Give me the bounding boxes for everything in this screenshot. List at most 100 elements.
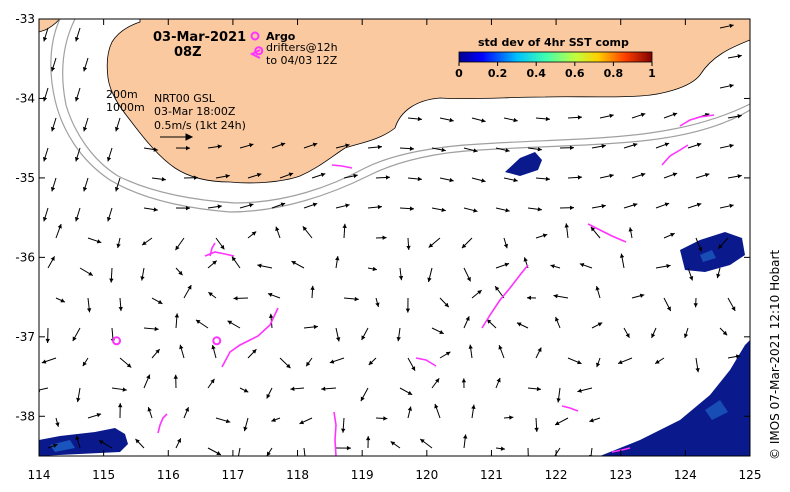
current-arrow: [305, 357, 313, 367]
current-arrow: [663, 112, 678, 119]
current-arrow: [535, 116, 550, 122]
current-arrow: [486, 319, 497, 329]
map-time: 08Z: [174, 45, 202, 60]
x-tick-label: 124: [674, 468, 697, 482]
current-arrow: [175, 237, 185, 251]
colorbar-title: std dev of 4hr SST comp: [478, 36, 629, 49]
current-arrow: [303, 142, 318, 149]
current-arrow: [663, 297, 672, 312]
current-arrow: [215, 417, 231, 424]
velocity-scale-arrow: [160, 133, 194, 141]
current-arrow: [564, 223, 569, 239]
current-arrow: [55, 223, 62, 239]
current-arrow: [631, 172, 646, 179]
current-arrow: [439, 297, 450, 308]
x-tick-label: 122: [545, 468, 568, 482]
x-tick-label: 123: [609, 468, 632, 482]
current-arrow: [687, 142, 702, 149]
current-arrow: [591, 322, 603, 329]
current-arrow: [82, 117, 89, 132]
current-arrow: [623, 202, 638, 209]
current-arrow: [82, 177, 89, 192]
colorbar-tick-label: 0: [455, 67, 463, 80]
credit-text: © IMOS 07-Mar-2021 12:10 Hobart: [768, 250, 782, 460]
current-arrow: [55, 417, 60, 427]
current-arrow: [719, 203, 734, 209]
current-arrow: [335, 445, 351, 451]
argo-legend: Argo drifters@12h to 04/03 12Z: [249, 30, 338, 67]
product-name: NRT00 GSL: [154, 92, 216, 105]
current-arrow: [299, 417, 313, 425]
current-arrow: [399, 206, 415, 211]
current-arrow: [76, 387, 81, 403]
current-arrow: [631, 112, 646, 119]
current-arrow: [554, 417, 569, 426]
current-arrow: [595, 285, 601, 299]
plot-frame: [38, 18, 751, 457]
current-arrow: [434, 403, 441, 419]
current-arrow: [207, 447, 222, 456]
current-arrow: [527, 147, 542, 152]
current-arrow: [175, 267, 183, 276]
current-arrow: [399, 146, 415, 151]
x-tick-label: 115: [92, 468, 115, 482]
current-arrow: [390, 441, 401, 449]
current-arrow: [567, 115, 583, 120]
current-arrow: [341, 417, 346, 433]
map-date: 03-Mar-2021: [153, 30, 246, 45]
current-arrow: [310, 285, 315, 299]
current-arrow: [335, 203, 350, 209]
current-arrow: [431, 327, 444, 335]
current-arrow: [623, 327, 630, 339]
current-arrow: [535, 233, 548, 239]
current-arrow: [439, 177, 454, 183]
current-arrow: [567, 175, 583, 180]
current-arrow: [335, 327, 341, 342]
current-arrow: [503, 117, 518, 123]
current-arrow: [495, 147, 510, 153]
current-arrow: [114, 117, 121, 132]
x-tick-label: 119: [351, 468, 374, 482]
drifter-legend-label: drifters@12h: [266, 41, 338, 54]
current-arrow: [143, 374, 151, 389]
current-arrow: [375, 175, 391, 180]
sst-patches: [39, 152, 750, 456]
product-time: 03-Mar 18:00Z: [154, 105, 236, 118]
current-arrow: [82, 357, 89, 367]
current-arrow: [74, 27, 81, 42]
current-arrow: [375, 235, 387, 240]
current-arrow: [655, 263, 671, 269]
current-arrow: [82, 57, 89, 72]
x-axis: 114 115 116 117 118 119 120 121 122 123 124 125: [28, 19, 761, 482]
x-tick-label: 121: [480, 468, 503, 482]
current-arrow: [577, 387, 593, 393]
current-arrow: [195, 319, 209, 329]
current-arrow: [719, 23, 734, 29]
current-arrow: [233, 296, 249, 301]
current-arrow: [266, 387, 273, 399]
current-arrow: [215, 174, 230, 179]
current-arrow: [342, 223, 347, 239]
current-arrow: [463, 147, 478, 153]
current-arrow: [50, 117, 57, 132]
current-arrow: [208, 291, 217, 299]
current-arrow: [55, 297, 66, 303]
drifter-tracks: [157, 114, 715, 456]
current-arrow: [106, 207, 113, 222]
current-arrow: [237, 447, 241, 456]
current-arrow: [495, 262, 510, 269]
current-arrow: [375, 416, 388, 421]
current-arrow: [257, 263, 273, 269]
current-arrows: [39, 23, 742, 456]
current-arrow: [111, 387, 127, 392]
x-tick-label: 117: [221, 468, 244, 482]
y-tick-label: -37: [15, 330, 35, 344]
current-arrow: [118, 297, 123, 312]
colorbar: std dev of 4hr SST comp 0 0.2 0.4 0.6 0.8 1: [455, 36, 656, 80]
current-arrow: [42, 27, 49, 42]
current-arrow: [42, 147, 49, 162]
current-arrow: [271, 142, 286, 149]
current-arrow: [535, 347, 542, 359]
current-arrow: [567, 357, 582, 365]
current-arrow: [151, 297, 163, 305]
